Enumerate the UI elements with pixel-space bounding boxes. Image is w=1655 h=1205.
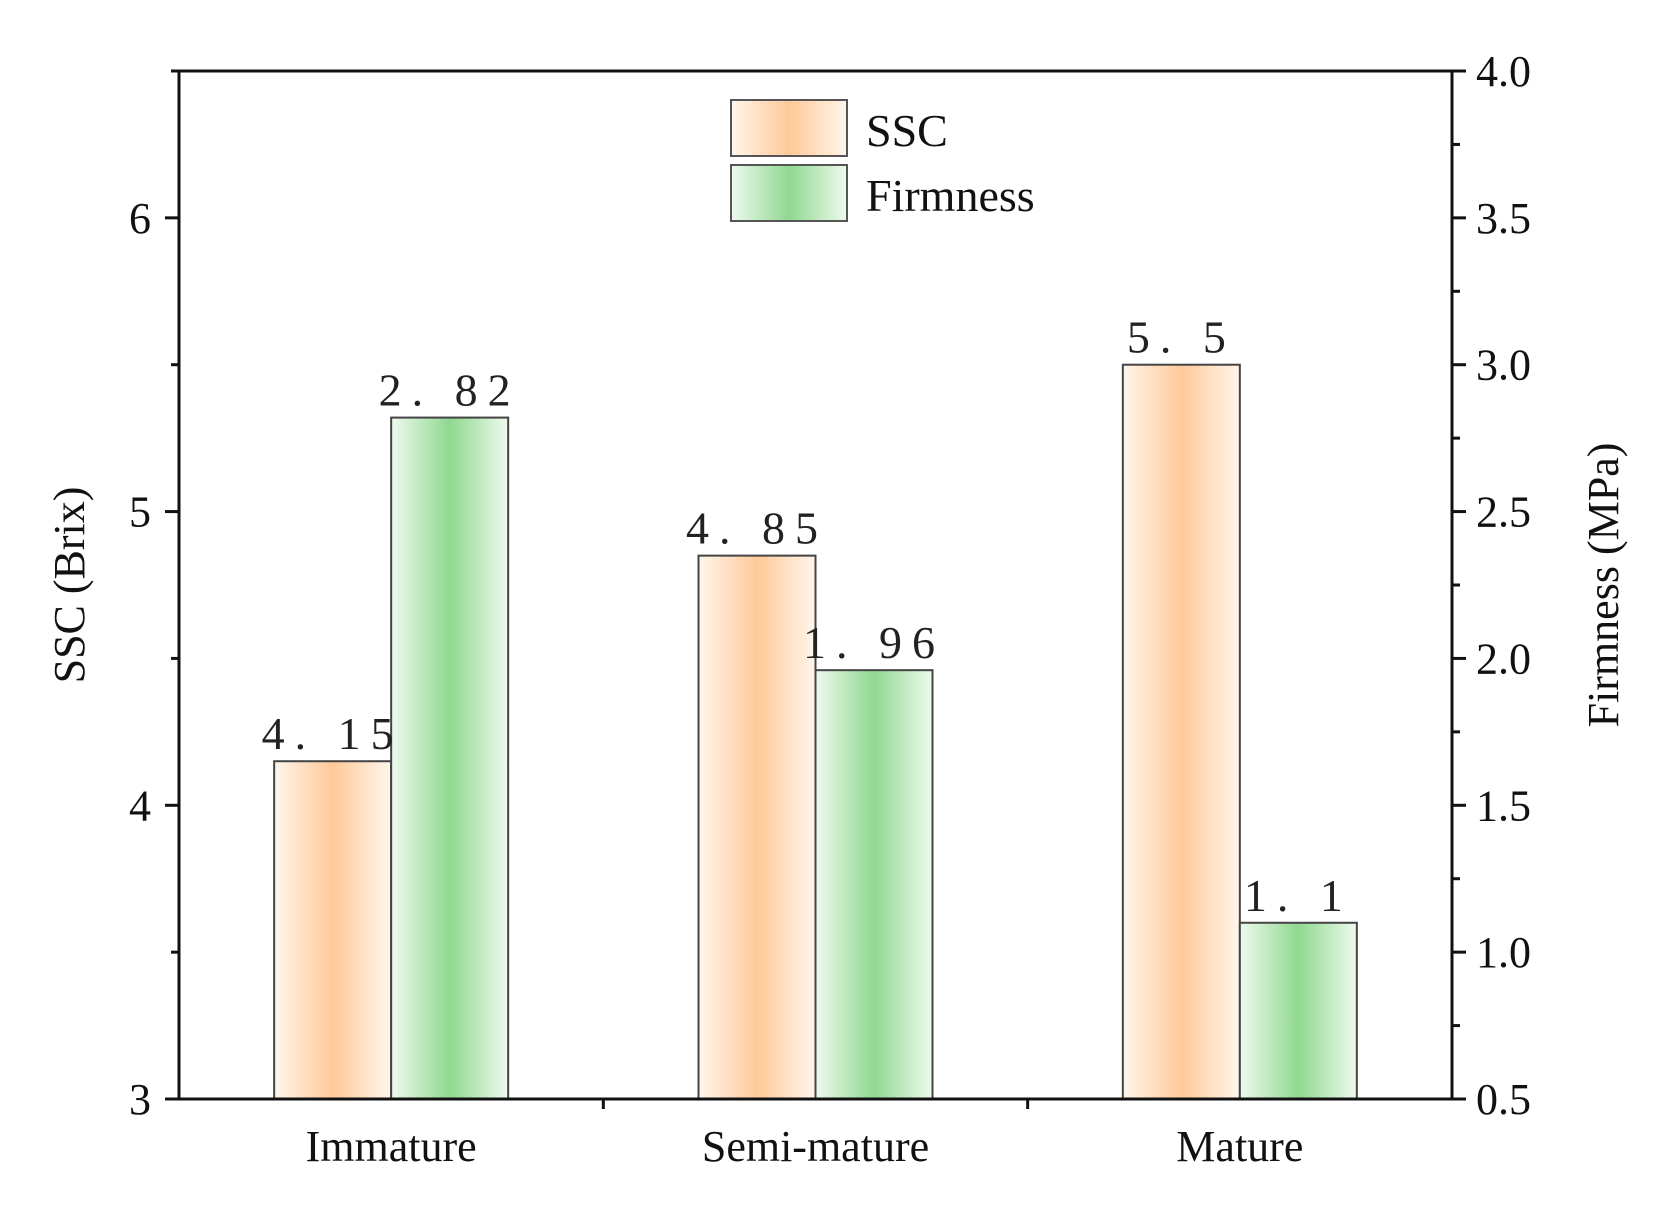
y-tick-label-right: 2.0	[1476, 634, 1531, 683]
x-tick-label-immature: Immature	[306, 1122, 477, 1171]
data-label-firmness-immature: 2. 82	[379, 365, 521, 416]
data-label-firmness-semi-mature: 1. 96	[803, 617, 945, 668]
y-axis-title-left: SSC (Brix)	[45, 487, 94, 684]
data-label-firmness-mature: 1. 1	[1244, 870, 1353, 921]
y-tick-label-right: 4.0	[1476, 47, 1531, 96]
bar-firmness-mature	[1238, 921, 1358, 1100]
legend-label-firmness: Firmness	[866, 170, 1035, 221]
y-tick-label-left: 4	[129, 781, 151, 830]
bar-ssc-immature	[273, 760, 393, 1100]
y-tick-label-left: 5	[129, 488, 151, 537]
x-tick-label-semi-mature: Semi-mature	[702, 1122, 929, 1171]
bar-firmness-immature	[390, 416, 510, 1100]
bar-firmness-semi-mature	[814, 669, 934, 1100]
data-label-ssc-mature: 5. 5	[1127, 312, 1236, 363]
bar-ssc-mature	[1121, 363, 1241, 1100]
x-tick-label-mature: Mature	[1176, 1122, 1303, 1171]
y-tick-label-left: 3	[129, 1075, 151, 1124]
y-tick-label-right: 3.0	[1476, 341, 1531, 390]
y-axis-title-right: Firmness (MPa)	[1579, 443, 1628, 728]
y-tick-label-right: 0.5	[1476, 1075, 1531, 1124]
y-tick-label-right: 1.0	[1476, 928, 1531, 977]
y-tick-label-right: 1.5	[1476, 781, 1531, 830]
legend-swatch-ssc	[730, 99, 848, 157]
legend: SSC Firmness	[730, 99, 1035, 222]
y-tick-label-right: 3.5	[1476, 194, 1531, 243]
legend-label-ssc: SSC	[866, 105, 948, 156]
data-label-ssc-semi-mature: 4. 85	[686, 503, 828, 554]
y-tick-label-left: 6	[129, 194, 151, 243]
legend-swatch-firmness	[730, 164, 848, 222]
data-label-ssc-immature: 4. 15	[262, 708, 404, 759]
y-tick-label-right: 2.5	[1476, 488, 1531, 537]
bar-ssc-semi-mature	[697, 554, 817, 1100]
